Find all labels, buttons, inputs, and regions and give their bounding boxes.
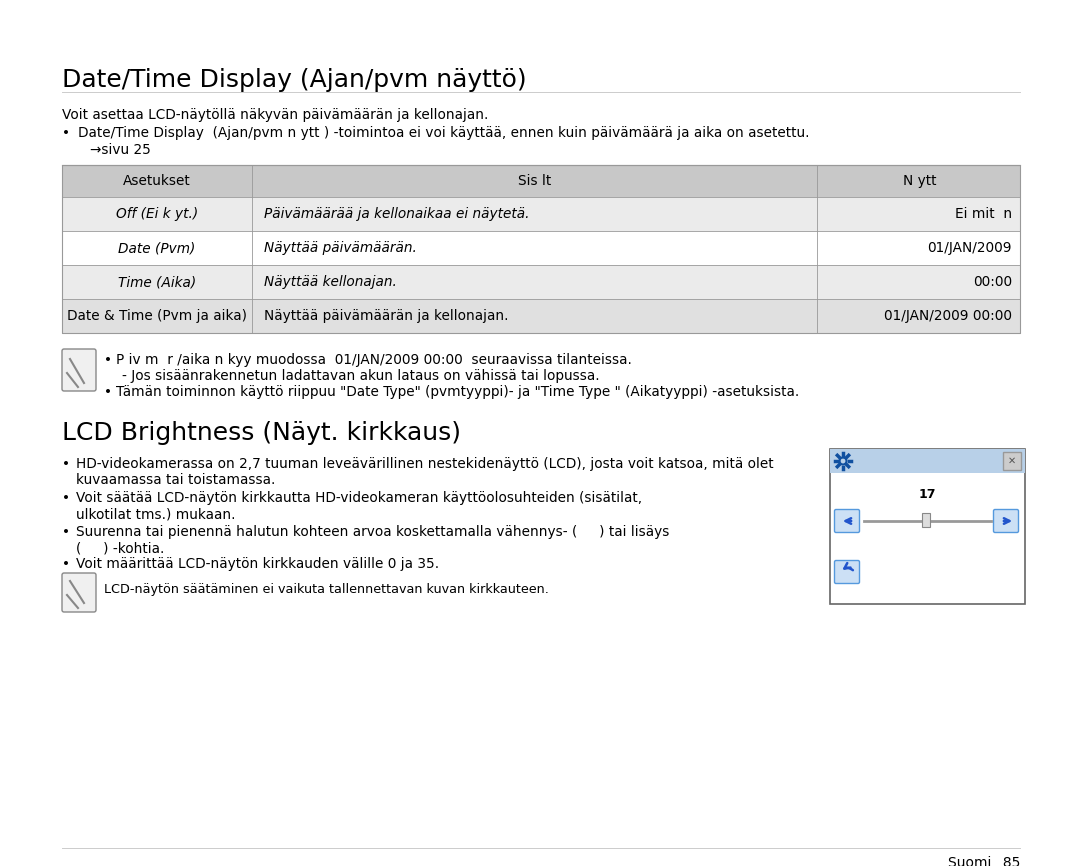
Text: •: •	[104, 353, 112, 367]
Bar	[831, 449, 1025, 604]
FancyBboxPatch shape	[835, 509, 860, 533]
FancyBboxPatch shape	[994, 509, 1018, 533]
Text: •: •	[62, 457, 70, 471]
Text: Date/Time Display  (Ajan/pvm n ytt ) -toimintoa ei voi käyttää, ennen kuin päivä: Date/Time Display (Ajan/pvm n ytt ) -toi…	[78, 126, 810, 140]
Text: ✕: ✕	[1008, 456, 1016, 466]
Text: HD-videokamerassa on 2,7 tuuman leveävärillinen nestekidenäyttö (LCD), josta voi: HD-videokamerassa on 2,7 tuuman leveävär…	[76, 457, 773, 471]
Text: Voit määrittää LCD-näytön kirkkauden välille 0 ja 35.: Voit määrittää LCD-näytön kirkkauden väl…	[76, 557, 440, 571]
Bar	[1003, 452, 1021, 470]
Text: 00:00: 00:00	[973, 275, 1012, 289]
Text: Asetukset: Asetukset	[123, 174, 191, 188]
FancyBboxPatch shape	[62, 573, 96, 612]
Text: •: •	[104, 385, 112, 399]
Text: Sis lt: Sis lt	[518, 174, 551, 188]
FancyBboxPatch shape	[62, 349, 96, 391]
Text: Suomi _85: Suomi _85	[947, 856, 1020, 866]
Text: Date/Time Display (Ajan/pvm näyttö): Date/Time Display (Ajan/pvm näyttö)	[62, 68, 527, 92]
FancyBboxPatch shape	[835, 560, 860, 584]
Text: LCD-näytön säätäminen ei vaikuta tallennettavan kuvan kirkkauteen.: LCD-näytön säätäminen ei vaikuta tallenn…	[104, 583, 549, 596]
Text: kuvaamassa tai toistamassa.: kuvaamassa tai toistamassa.	[76, 473, 275, 487]
Text: Date (Pvm): Date (Pvm)	[119, 241, 195, 255]
Bar	[922, 513, 930, 527]
Text: Näyttää kellonajan.: Näyttää kellonajan.	[264, 275, 396, 289]
Text: Näyttää päivämäärän ja kellonajan.: Näyttää päivämäärän ja kellonajan.	[264, 309, 509, 323]
Bar	[62, 299, 1020, 333]
Text: Ei mit  n: Ei mit n	[955, 207, 1012, 221]
Text: •: •	[62, 126, 70, 140]
Text: •: •	[62, 491, 70, 505]
Text: Suurenna tai pienennä halutun kohteen arvoa koskettamalla vähennys- (     ) tai : Suurenna tai pienennä halutun kohteen ar…	[76, 525, 670, 539]
Text: - Jos sisäänrakennetun ladattavan akun lataus on vähissä tai lopussa.: - Jos sisäänrakennetun ladattavan akun l…	[122, 369, 599, 383]
Text: (     ) -kohtia.: ( ) -kohtia.	[76, 541, 164, 555]
Text: LCD Brightness: LCD Brightness	[856, 456, 946, 466]
Bar	[62, 165, 1020, 333]
Text: ulkotilat tms.) mukaan.: ulkotilat tms.) mukaan.	[76, 507, 235, 521]
Text: LCD Brightness (Näyt. kirkkaus): LCD Brightness (Näyt. kirkkaus)	[62, 421, 461, 445]
Text: Off (Ei k yt.): Off (Ei k yt.)	[116, 207, 198, 221]
Bar	[62, 265, 1020, 299]
Bar	[831, 449, 1025, 473]
Text: Voit asettaa LCD-näytöllä näkyvän päivämäärän ja kellonajan.: Voit asettaa LCD-näytöllä näkyvän päiväm…	[62, 108, 488, 122]
Text: P iv m  r /aika n kyy muodossa  01/JAN/2009 00:00  seuraavissa tilanteissa.: P iv m r /aika n kyy muodossa 01/JAN/200…	[116, 353, 632, 367]
Text: →sivu 25: →sivu 25	[90, 143, 151, 157]
Text: 17: 17	[919, 488, 936, 501]
Text: •: •	[62, 557, 70, 571]
Text: Näyttää päivämäärän.: Näyttää päivämäärän.	[264, 241, 417, 255]
Text: 01/JAN/2009 00:00: 01/JAN/2009 00:00	[885, 309, 1012, 323]
Text: 01/JAN/2009: 01/JAN/2009	[928, 241, 1012, 255]
Text: Voit säätää LCD-näytön kirkkautta HD-videokameran käyttöolosuhteiden (sisätilat,: Voit säätää LCD-näytön kirkkautta HD-vid…	[76, 491, 643, 505]
Bar	[62, 231, 1020, 265]
Text: Time (Aika): Time (Aika)	[118, 275, 197, 289]
Text: Päivämäärää ja kellonaikaa ei näytetä.: Päivämäärää ja kellonaikaa ei näytetä.	[264, 207, 529, 221]
Text: Date & Time (Pvm ja aika): Date & Time (Pvm ja aika)	[67, 309, 247, 323]
Text: •: •	[62, 525, 70, 539]
Text: Tämän toiminnon käyttö riippuu "Date Type" (pvmtyyppi)- ja "Time Type " (Aikatyy: Tämän toiminnon käyttö riippuu "Date Typ…	[116, 385, 799, 399]
Text: N ytt: N ytt	[903, 174, 936, 188]
Bar	[62, 197, 1020, 231]
Bar	[62, 165, 1020, 197]
